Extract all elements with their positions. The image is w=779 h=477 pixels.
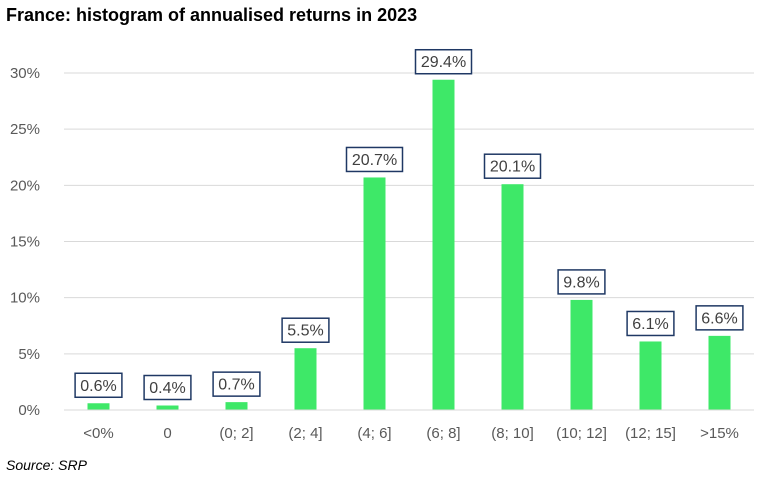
- y-tick-label: 5%: [18, 346, 40, 363]
- data-label-box: [281, 317, 330, 343]
- bar: [432, 79, 455, 411]
- data-label-box: [212, 371, 261, 397]
- y-tick-label: 15%: [10, 234, 40, 251]
- x-tick-label: (2; 4]: [288, 425, 322, 442]
- x-tick-label: (4; 6]: [357, 425, 391, 442]
- x-tick-label: (6; 8]: [426, 425, 460, 442]
- bar: [708, 335, 731, 410]
- data-label-box: [74, 372, 123, 399]
- gridlines: [64, 72, 754, 355]
- bar: [501, 184, 524, 410]
- data-label: 29.4%: [421, 54, 466, 71]
- bar: [639, 341, 662, 410]
- bar: [294, 348, 317, 410]
- data-label: 20.7%: [352, 152, 397, 169]
- data-label: 6.6%: [701, 310, 737, 327]
- data-label: 6.1%: [632, 316, 668, 333]
- bar: [570, 299, 593, 410]
- x-tick-label: (8; 10]: [491, 425, 534, 442]
- bar: [87, 403, 110, 410]
- data-labels: 0.6% 0.4% 0.7% 5.5% 20.7% 29.4% 20.1% 9.8% 6.1% 6…: [74, 48, 744, 401]
- source-note: Source: SRP: [6, 457, 87, 473]
- bars: [87, 79, 731, 411]
- x-tick-label: (12; 15]: [625, 425, 676, 442]
- data-label: 0.6%: [80, 378, 116, 395]
- data-label: 0.4%: [149, 380, 185, 397]
- data-label: 0.7%: [218, 377, 254, 394]
- bar: [156, 405, 179, 410]
- data-label: 20.1%: [490, 159, 535, 176]
- data-label-box: [483, 153, 542, 179]
- data-label-box: [557, 269, 606, 295]
- y-tick-label: 0%: [18, 402, 40, 419]
- data-label-box: [143, 374, 192, 401]
- y-tick-label: 10%: [10, 290, 40, 307]
- data-label-box: [414, 48, 473, 75]
- bar: [225, 402, 248, 410]
- y-tick-label: 25%: [10, 121, 40, 138]
- x-tick-label: >15%: [700, 425, 739, 442]
- x-tick-label: 0: [163, 425, 171, 442]
- x-tick-label: (10; 12]: [556, 425, 607, 442]
- bar: [363, 177, 386, 410]
- axes: 0% 5% 10% 15% 20% 25% 30% <0% 0 (0; 2] (2; 4] (4; 6…: [10, 65, 754, 442]
- chart-title: France: histogram of annualised returns …: [6, 5, 418, 25]
- y-tick-label: 20%: [10, 177, 40, 194]
- data-label-box: [626, 310, 675, 337]
- data-label-box: [345, 146, 404, 173]
- y-tick-label: 30%: [10, 65, 40, 82]
- data-label: 9.8%: [563, 274, 599, 291]
- data-label-box: [695, 305, 744, 331]
- data-label: 5.5%: [287, 323, 323, 340]
- x-tick-label: <0%: [83, 425, 113, 442]
- x-tick-label: (0; 2]: [219, 425, 253, 442]
